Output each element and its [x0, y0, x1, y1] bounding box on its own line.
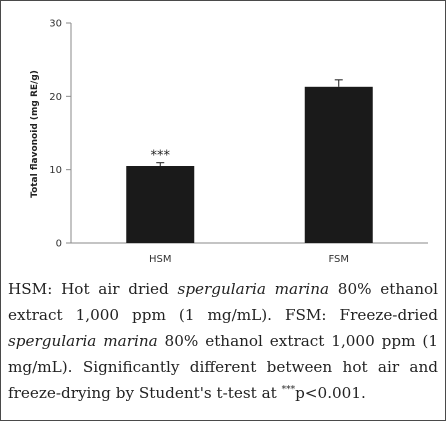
caption-significance-mark: ***: [281, 385, 296, 395]
y-tick-label: 0: [56, 239, 62, 250]
figure-caption: HSM: Hot air dried spergularia marina 80…: [8, 276, 438, 406]
caption-p-value: p<0.001.: [295, 384, 366, 402]
bar-fsm: [304, 86, 373, 243]
caption-species-2: spergularia marina: [8, 332, 158, 350]
y-tick-label: 20: [49, 92, 62, 103]
plot-area: 0 10 20 30 HSM *** FSM: [49, 19, 428, 265]
bar-chart: 0 10 20 30 HSM *** FSM Total flavonoid (mg RE/…: [30, 19, 428, 265]
x-tick-label: HSM: [149, 254, 172, 265]
caption-part-1: HSM: Hot air dried: [8, 280, 178, 298]
caption-species-1: spergularia marina: [177, 280, 330, 298]
significance-label: ***: [151, 149, 171, 164]
caption-part-5: 80% ethanol extract 1,000 ppm (1 mg/mL).…: [8, 332, 438, 402]
x-tick-label: FSM: [328, 254, 349, 265]
caption-part-3: 80% ethanol extract 1,000 ppm (1 mg/mL).…: [8, 280, 439, 324]
y-tick-label: 10: [49, 165, 62, 176]
y-tick-label: 30: [49, 19, 62, 30]
y-axis-label: Total flavonoid (mg RE/g): [30, 70, 40, 198]
bar-hsm: [126, 166, 195, 243]
